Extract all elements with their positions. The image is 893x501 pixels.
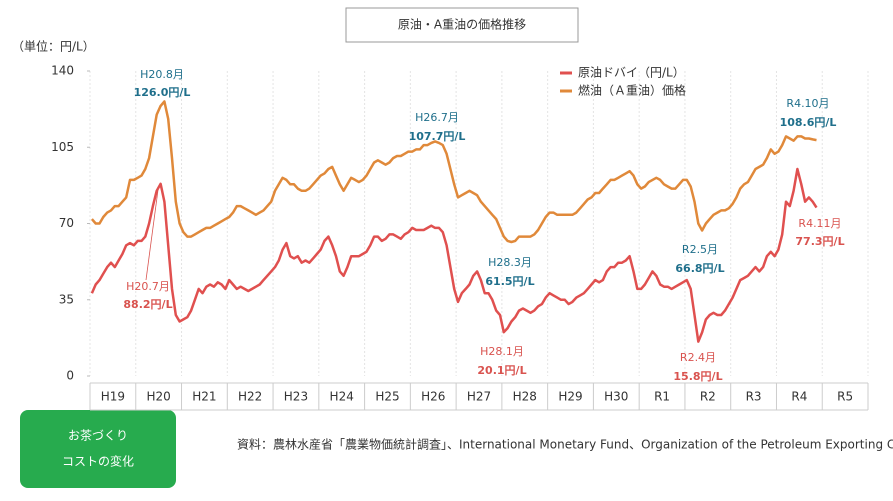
annotation-value: 88.2円/L	[123, 298, 172, 311]
y-tick-label: 35	[59, 292, 74, 306]
annotation-date: H20.7月	[126, 280, 170, 293]
annotation-value: 108.6円/L	[780, 116, 837, 129]
annotation-value: 20.1円/L	[477, 364, 526, 377]
x-tick-label: H24	[330, 390, 354, 404]
title-box	[345, 7, 579, 43]
badge-line2: コストの変化	[62, 454, 134, 469]
annotation-date: H28.3月	[488, 256, 532, 269]
x-tick-label: H26	[421, 390, 445, 404]
source: 資料：農林水産省「農業物価統計調査」、International Monetar…	[237, 437, 893, 452]
annotation-value: 61.5円/L	[485, 275, 534, 288]
x-tick-label: H20	[146, 390, 170, 404]
y-tick-label: 105	[51, 140, 74, 154]
y-tick-label: 70	[59, 216, 74, 230]
series-line	[90, 100, 817, 244]
series-line	[90, 167, 818, 343]
annotation-date: R4.10月	[786, 97, 829, 110]
x-tick-label: R4	[791, 390, 807, 404]
legend-label: 原油ドバイ（円/L）	[578, 66, 685, 80]
annotation-date: R2.5月	[682, 243, 718, 256]
x-tick-label: H29	[558, 390, 582, 404]
x-tick-label: H22	[238, 390, 262, 404]
annotation-date: H28.1月	[480, 345, 524, 358]
x-tick-label: H25	[375, 390, 399, 404]
annotation-value: 77.3円/L	[795, 235, 844, 248]
annotation-date: H20.8月	[140, 68, 184, 81]
annotation-value: 66.8円/L	[675, 262, 724, 275]
x-tick-label: R3	[746, 390, 762, 404]
annotation-value: 126.0円/L	[134, 86, 191, 99]
annotation-value: 15.8円/L	[673, 370, 722, 383]
annotation-value: 107.7円/L	[409, 130, 466, 143]
annotation-date: R4.11月	[798, 217, 841, 230]
annotation-date: R2.4月	[680, 351, 716, 364]
y-tick-label: 0	[66, 369, 74, 383]
chart-title: 原油・A重油の価格推移	[398, 17, 526, 32]
x-tick-label: R1	[654, 390, 670, 404]
x-tick-label: R2	[700, 390, 716, 404]
annotation-date: H26.7月	[415, 111, 459, 124]
y-axis-label: （単位：円/L）	[12, 39, 95, 54]
leader-line	[145, 189, 159, 281]
badge-line1: お茶づくり	[68, 428, 128, 443]
x-tick-label: R5	[837, 390, 853, 404]
x-tick-label: H23	[284, 390, 308, 404]
x-tick-label: H30	[604, 390, 628, 404]
x-tick-label: H21	[192, 390, 216, 404]
x-tick-label: H27	[467, 390, 491, 404]
x-tick-label: H19	[101, 390, 125, 404]
x-tick-label: H28	[513, 390, 537, 404]
y-tick-label: 140	[51, 64, 74, 78]
legend-label: 燃油（Ａ重油）価格	[578, 83, 686, 98]
badge	[20, 410, 176, 488]
